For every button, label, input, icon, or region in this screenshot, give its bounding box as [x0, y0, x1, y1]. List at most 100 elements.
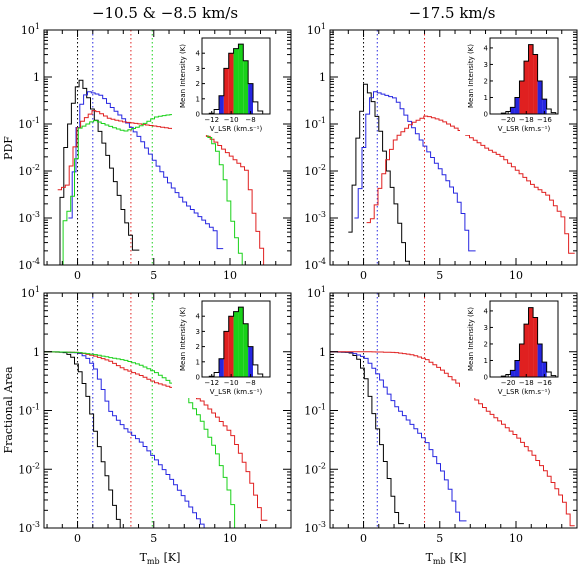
y-tick-label: 10-1 [18, 403, 40, 418]
inset-bar-green [233, 311, 239, 377]
inset-bar-blue [219, 95, 224, 114]
xlabel-right: Tmb [K] [426, 551, 467, 566]
y-tick-label: 1 [33, 71, 40, 84]
x-tick-label: 10 [509, 532, 523, 545]
inset-frame [489, 300, 559, 378]
xlabel-left-sub: mb [147, 557, 160, 566]
inset-y-tick-label: 0 [484, 111, 488, 119]
inset-x-tick-label: −20 [501, 116, 516, 124]
inset-bar-red [223, 331, 229, 377]
y-tick-label: 10-3 [304, 520, 326, 535]
inset-x-tick-label: −12 [204, 116, 219, 124]
xlabel-left-unit: [K] [164, 551, 181, 564]
x-tick-label: 0 [74, 269, 81, 282]
inset-frame [201, 300, 271, 378]
x-tick-label: 0 [360, 532, 367, 545]
xlabel-right-sub: mb [433, 557, 446, 566]
inset-histogram-outline [208, 306, 264, 377]
x-tick-label: 0 [360, 269, 367, 282]
y-tick-label: 101 [21, 22, 40, 37]
inset-y-tick-label: 3 [196, 328, 200, 336]
inset-y-tick-label: 0 [196, 374, 200, 382]
inset-xlabel: V_LSR (km.s⁻¹) [498, 125, 551, 133]
y-tick-label: 10-4 [18, 257, 40, 272]
inset-frame [201, 37, 271, 115]
inset-bar-blue [219, 358, 224, 377]
inset-bar-blue [542, 99, 547, 114]
inset-x-tick-label: −20 [501, 379, 516, 387]
xlabel-left-main: T [140, 551, 148, 564]
inset-bar-blue [510, 107, 515, 114]
inset-y-tick-label: 4 [196, 313, 201, 321]
series-group [44, 351, 268, 528]
y-tick-label: 10-1 [304, 116, 326, 131]
inset-bar-red [528, 44, 534, 114]
y-tick-label: 1 [319, 71, 326, 84]
inset-bar-red [519, 343, 524, 377]
series-black [348, 83, 410, 262]
inset-bar-red [528, 307, 534, 377]
inset-y-tick-label: 2 [196, 343, 200, 351]
y-tick-label: 10-2 [18, 461, 40, 476]
inset-x-tick-label: −8 [245, 379, 255, 387]
inset-bar-blue [537, 343, 543, 377]
series-red [57, 110, 268, 265]
inset-x-tick-label: −8 [245, 116, 255, 124]
inset-y-tick-label: 4 [484, 307, 489, 315]
series-black [56, 79, 140, 265]
inset-bar-red [228, 53, 234, 114]
inset-xlabel: V_LSR (km.s⁻¹) [210, 388, 263, 396]
col-title-right: −17.5 km/s [409, 4, 496, 22]
inset-x-tick-label: −12 [204, 379, 219, 387]
inset-bar-blue [510, 370, 515, 377]
inset-bar-green [243, 60, 249, 114]
inset-y-tick-label: 4 [196, 50, 201, 58]
inset-y-tick-label: 2 [484, 340, 488, 348]
series-group [56, 79, 268, 265]
y-tick-label: 1 [319, 346, 326, 359]
y-tick-label: 10-4 [304, 257, 326, 272]
inset-bar-blue [248, 346, 253, 377]
inset-y-tick-label: 0 [196, 111, 200, 119]
series-green [44, 351, 239, 528]
x-tick-label: 10 [509, 269, 523, 282]
y-tick-label: 10-2 [304, 461, 326, 476]
axes-frame [329, 29, 578, 266]
inset-frame [489, 37, 559, 115]
inset-bar-green [238, 44, 244, 114]
inset-x-tick-label: −16 [537, 116, 552, 124]
xlabel-right-main: T [426, 551, 434, 564]
inset-y-tick-label: 1 [484, 357, 488, 365]
x-tick-label: 10 [223, 532, 237, 545]
series-black [330, 351, 404, 525]
inset-bar-red [533, 54, 538, 114]
col-title-left: −10.5 & −8.5 km/s [92, 4, 238, 22]
inset-x-tick-label: −10 [224, 116, 239, 124]
series-black [44, 351, 124, 528]
series-group [348, 83, 575, 262]
series-red [366, 115, 575, 254]
inset-bar-red [524, 324, 529, 377]
inset-y-tick-label: 1 [196, 95, 200, 103]
y-tick-label: 10-1 [18, 116, 40, 131]
inset-ylabel: Mean Intensity (K) [467, 307, 475, 371]
inset-xlabel: V_LSR (km.s⁻¹) [210, 125, 263, 133]
inset-inset-right: 0 1 2 3 4 −20 −18 −16 Mean Intensity (K) V_LSR (k… [460, 35, 566, 135]
inset-x-tick-label: −16 [537, 379, 552, 387]
x-tick-label: 5 [150, 532, 157, 545]
x-tick-label: 5 [150, 269, 157, 282]
inset-x-tick-label: −18 [519, 379, 534, 387]
inset-y-tick-label: 3 [484, 324, 488, 332]
inset-inset-left: 0 1 2 3 4 −12 −10 −8 Mean Intensity (K) V_LSR (km… [172, 35, 278, 135]
inset-xlabel: V_LSR (km.s⁻¹) [498, 388, 551, 396]
inset-inset-right: 0 1 2 3 4 −20 −18 −16 Mean Intensity (K) V_LSR (k… [460, 298, 566, 398]
inset-bar-red [524, 61, 529, 114]
inset-background [460, 35, 566, 135]
inset-y-tick-label: 2 [196, 80, 200, 88]
inset-ylabel: Mean Intensity (K) [467, 44, 475, 108]
inset-bar-red [519, 80, 524, 114]
x-tick-label: 0 [74, 532, 81, 545]
inset-y-tick-label: 4 [484, 44, 489, 52]
